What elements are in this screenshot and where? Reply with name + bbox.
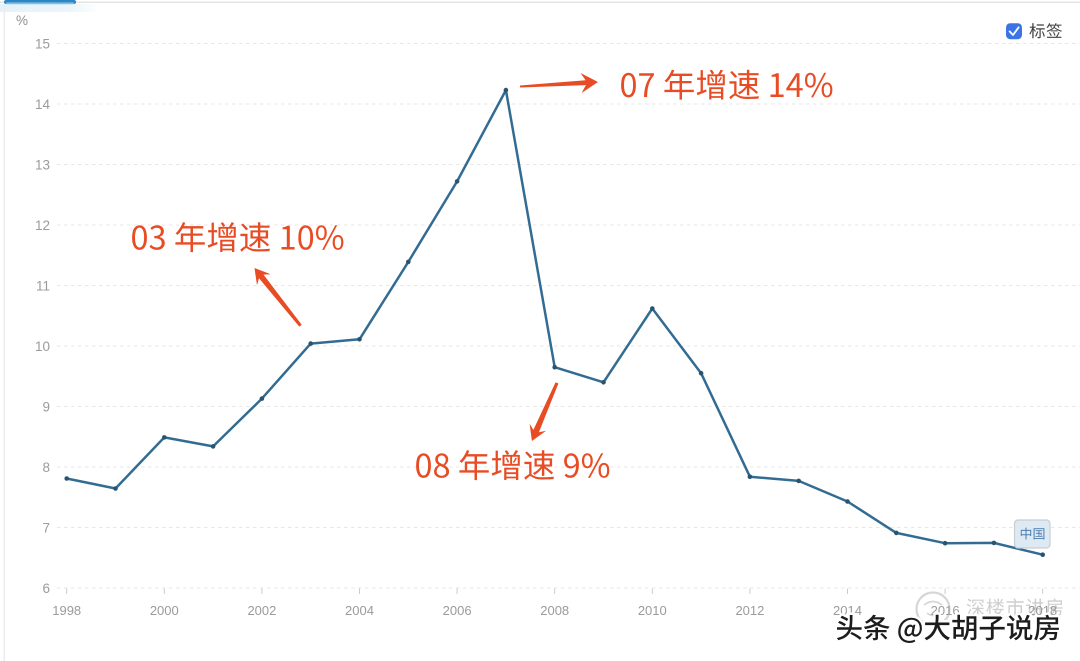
svg-text:10: 10 <box>35 339 50 354</box>
svg-text:1998: 1998 <box>52 603 81 618</box>
svg-text:13: 13 <box>35 157 50 172</box>
svg-text:2002: 2002 <box>247 603 276 618</box>
svg-text:2008: 2008 <box>540 603 569 618</box>
svg-text:2000: 2000 <box>150 603 179 618</box>
svg-text:2004: 2004 <box>345 603 374 618</box>
svg-text:2006: 2006 <box>443 603 472 618</box>
svg-text:7: 7 <box>42 520 50 535</box>
svg-text:2012: 2012 <box>735 603 764 618</box>
svg-text:12: 12 <box>35 218 50 233</box>
svg-text:11: 11 <box>36 278 50 293</box>
svg-text:14: 14 <box>35 97 51 112</box>
svg-text:8: 8 <box>42 460 50 475</box>
svg-text:6: 6 <box>42 581 50 596</box>
svg-text:15: 15 <box>35 36 50 51</box>
svg-text:2010: 2010 <box>638 603 667 618</box>
svg-text:%: % <box>16 13 28 28</box>
svg-text:9: 9 <box>42 399 50 414</box>
